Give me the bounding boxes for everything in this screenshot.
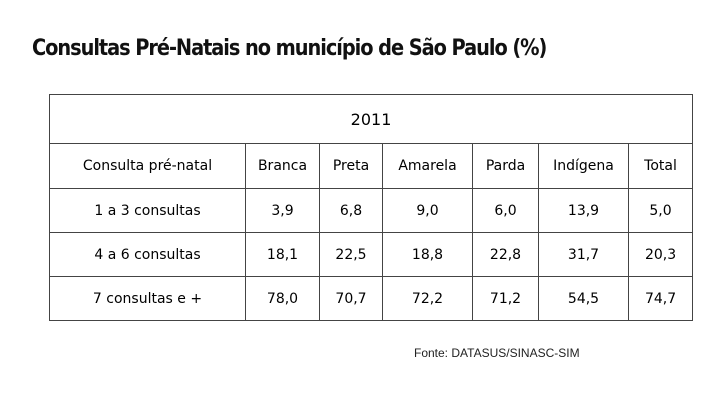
column-header-consulta: Consulta pré-natal (49, 143, 246, 189)
source-note: Fonte: DATASUS/SINASC-SIM (414, 346, 580, 360)
table-row: 1 a 3 consultas 3,9 6,8 9,0 6,0 13,9 5,0 (49, 188, 694, 233)
column-header-row: Consulta pré-natal Branca Preta Amarela … (49, 143, 694, 189)
table-cell: 18,8 (382, 232, 473, 277)
table-cell: 72,2 (382, 276, 473, 321)
data-table: 2011 Consulta pré-natal Branca Preta Ama… (48, 94, 694, 321)
table-row: 4 a 6 consultas 18,1 22,5 18,8 22,8 31,7… (49, 232, 694, 277)
column-header-indigena: Indígena (538, 143, 629, 189)
table-cell: 54,5 (538, 276, 629, 321)
column-header-preta: Preta (319, 143, 383, 189)
table-cell: 9,0 (382, 188, 473, 233)
table-cell: 5,0 (627, 188, 694, 233)
row-label: 1 a 3 consultas (49, 188, 246, 233)
table-cell: 13,9 (538, 188, 629, 233)
row-label: 4 a 6 consultas (49, 232, 246, 277)
table-cell: 6,0 (472, 188, 539, 233)
row-label: 7 consultas e + (49, 276, 246, 321)
table-cell: 22,8 (472, 232, 539, 277)
table-cell: 78,0 (245, 276, 320, 321)
column-header-parda: Parda (472, 143, 539, 189)
page-title: Consultas Pré-Natais no município de São… (32, 36, 547, 61)
column-header-total: Total (627, 143, 694, 189)
table-cell: 71,2 (472, 276, 539, 321)
table-cell: 22,5 (319, 232, 383, 277)
table-cell: 31,7 (538, 232, 629, 277)
table-cell: 18,1 (245, 232, 320, 277)
column-header-amarela: Amarela (382, 143, 473, 189)
column-header-branca: Branca (245, 143, 320, 189)
table-cell: 3,9 (245, 188, 320, 233)
year-row: 2011 (48, 94, 694, 144)
table-cell: 74,7 (627, 276, 694, 321)
table-cell: 70,7 (319, 276, 383, 321)
year-header: 2011 (48, 94, 694, 144)
table-row: 7 consultas e + 78,0 70,7 72,2 71,2 54,5… (49, 276, 694, 321)
table-cell: 6,8 (319, 188, 383, 233)
table-cell: 20,3 (627, 232, 694, 277)
